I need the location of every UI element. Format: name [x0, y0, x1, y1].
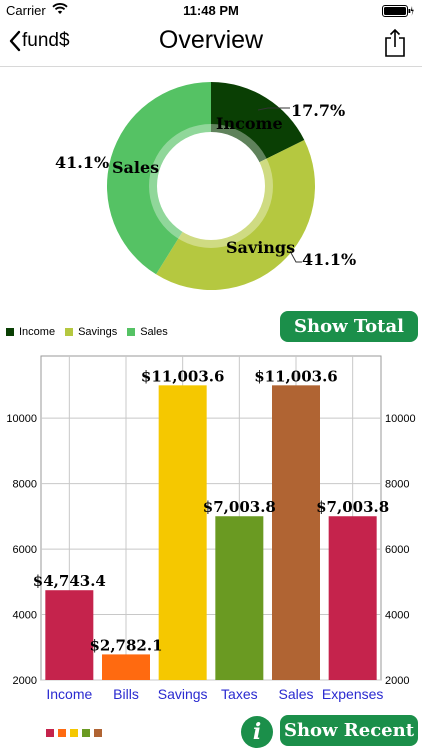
pie-label-income: Income	[216, 114, 283, 133]
y-tick-label-right: 6000	[385, 544, 409, 556]
legend-swatch	[65, 328, 74, 336]
y-tick-label-left: 8000	[13, 479, 37, 491]
bar-bills[interactable]	[102, 654, 150, 680]
pie-label-sales: Sales	[112, 158, 159, 177]
pie-label-savings: Savings	[226, 238, 295, 257]
bar-value-label: $4,743.4	[33, 572, 106, 590]
legend-item-sales: Sales	[127, 326, 168, 338]
show-recent-button[interactable]: Show Recent	[280, 715, 418, 746]
navigation-bar: fund$ Overview	[0, 22, 422, 67]
y-tick-label-right: 8000	[385, 479, 409, 491]
category-label[interactable]: Expenses	[322, 686, 383, 702]
pie-value-income: 17.7%	[291, 101, 345, 120]
chevron-left-icon	[9, 30, 21, 52]
category-label[interactable]: Sales	[278, 686, 313, 702]
battery-icon	[382, 5, 414, 17]
y-tick-label-left: 2000	[13, 675, 37, 687]
clock: 11:48 PM	[183, 3, 239, 18]
legend-swatch	[70, 729, 78, 737]
bar-income[interactable]	[45, 590, 94, 680]
legend-label: Income	[19, 326, 56, 338]
legend-swatch	[127, 328, 136, 336]
carrier-label: Carrier	[6, 3, 46, 18]
y-tick-label-right: 10000	[385, 413, 416, 425]
pie-chart: Income 17.7% Savings 41.1% Sales 41.1%	[55, 82, 356, 290]
category-label[interactable]: Income	[46, 686, 92, 702]
legend-label: Savings	[78, 326, 118, 338]
back-label: fund$	[22, 30, 70, 51]
savings-leader-line	[289, 250, 302, 263]
y-tick-label-left: 6000	[13, 544, 37, 556]
pie-legend: Income Savings Sales	[6, 326, 178, 338]
legend-item-savings: Savings	[65, 326, 117, 338]
category-label[interactable]: Bills	[113, 686, 139, 702]
wifi-icon	[52, 3, 68, 14]
bar-savings[interactable]	[158, 385, 207, 680]
bar-color-legend	[46, 729, 106, 737]
legend-item-income: Income	[6, 326, 55, 338]
page-title: Overview	[158, 26, 264, 54]
bar-chart: $4,743.4 $2,782.1 $11,003.6 $7,003.8 $11,003…	[6, 355, 416, 702]
y-tick-label-right: 2000	[385, 675, 409, 687]
show-total-button[interactable]: Show Total	[280, 311, 418, 342]
back-button[interactable]: fund$	[8, 30, 70, 52]
income-leader-line	[257, 107, 290, 111]
info-button[interactable]: i	[241, 716, 273, 748]
bar-expenses[interactable]	[328, 516, 377, 680]
share-icon[interactable]	[384, 28, 406, 58]
legend-swatch	[6, 328, 14, 336]
y-tick-label-left: 4000	[13, 610, 37, 622]
status-bar: Carrier 11:48 PM	[0, 0, 422, 22]
bar-value-label: $11,003.6	[141, 367, 225, 385]
y-tick-label-left: 10000	[6, 413, 37, 425]
bar-value-label: $2,782.1	[89, 636, 162, 654]
y-tick-label-right: 4000	[385, 610, 409, 622]
bar-value-label: $7,003.8	[316, 498, 389, 516]
bar-value-label: $11,003.6	[254, 367, 338, 385]
legend-swatch	[58, 729, 66, 737]
pie-hole	[157, 132, 265, 240]
bar-value-label: $7,003.8	[203, 498, 276, 516]
legend-label: Sales	[140, 326, 168, 338]
legend-swatch	[82, 729, 90, 737]
bar-taxes[interactable]	[215, 516, 264, 680]
category-label[interactable]: Savings	[158, 686, 208, 702]
legend-swatch	[46, 729, 54, 737]
bar-sales[interactable]	[272, 385, 320, 680]
pie-value-sales: 41.1%	[55, 153, 109, 172]
pie-value-savings: 41.1%	[302, 250, 356, 269]
category-label[interactable]: Taxes	[221, 686, 258, 702]
legend-swatch	[94, 729, 102, 737]
